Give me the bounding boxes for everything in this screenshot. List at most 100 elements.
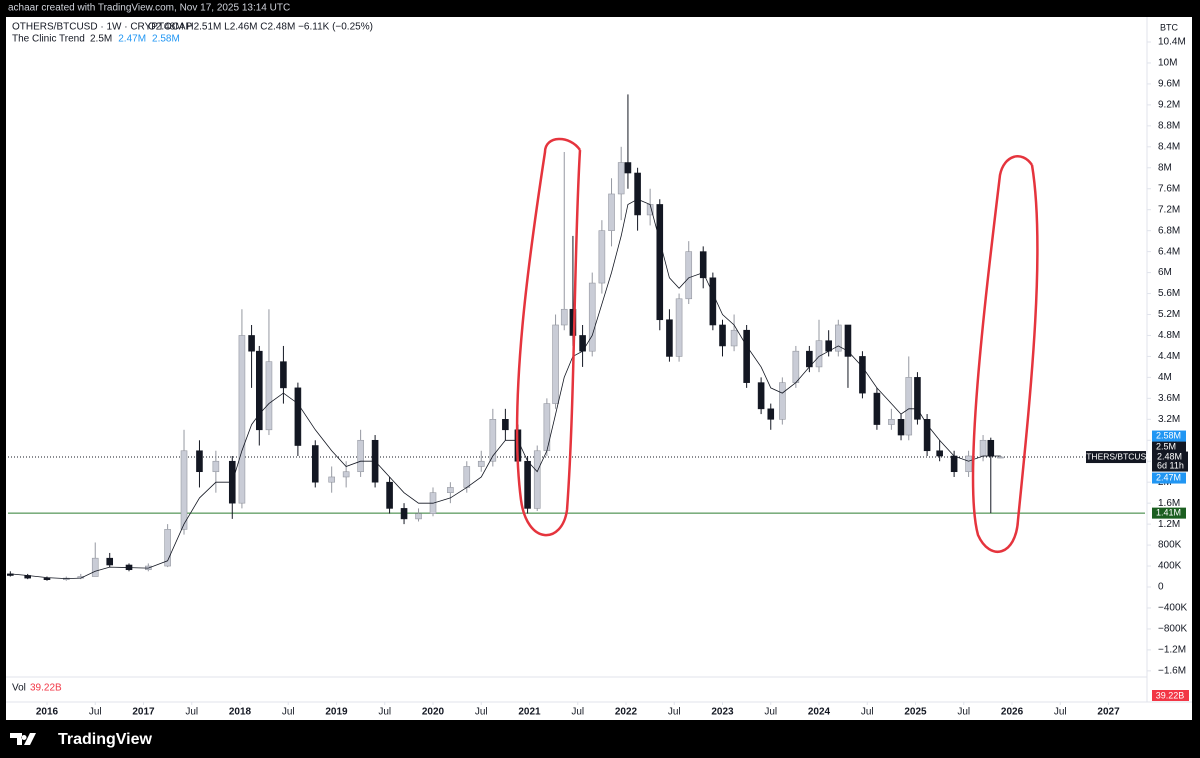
x-tick-label: 2026 (1001, 707, 1024, 718)
x-tick-label: Jul (668, 707, 681, 718)
candle-body (730, 329, 738, 347)
candle-body (328, 476, 335, 483)
legend-entry: The Clinic Trend (12, 34, 85, 45)
y-tick-label: 8.8M (1158, 120, 1180, 131)
x-tick-label: 2016 (36, 707, 59, 718)
candle-body (997, 456, 1004, 459)
candle-body (43, 577, 51, 580)
candle-body (164, 529, 171, 567)
y-tick-label: 6.8M (1158, 225, 1180, 236)
candle-body (180, 450, 188, 530)
y-tick-label: 8M (1158, 162, 1172, 173)
annotation-circle (515, 137, 582, 537)
hline-tag-text: 1.41M (1156, 507, 1181, 517)
candle-body (624, 162, 632, 174)
brand: TradingView (58, 731, 153, 748)
x-tick-label: Jul (764, 707, 777, 718)
y-tick-label: 1.6M (1158, 498, 1180, 509)
y-tick-label: 8.4M (1158, 141, 1180, 152)
last-price-text: 2.48M (1157, 451, 1182, 461)
chart-background (6, 17, 1192, 720)
y-tick-label: 9.6M (1158, 79, 1180, 90)
y-tick-label: 400K (1158, 561, 1182, 572)
candle-body (588, 282, 596, 352)
x-tick-label: 2019 (325, 707, 348, 718)
candle-body (196, 450, 203, 473)
y-tick-label: 3.6M (1158, 393, 1180, 404)
price-tag-text: 2.5M (1156, 441, 1176, 451)
price-tag (1152, 430, 1186, 442)
volume-tag-text: 39.22B (1156, 690, 1185, 700)
candle-body (743, 329, 750, 383)
scale-unit: BTC (1160, 22, 1179, 32)
candle-body (560, 308, 568, 326)
y-tick-label: 3.2M (1158, 414, 1180, 425)
candle-body (489, 419, 497, 462)
volume-value: 39.22B (30, 683, 62, 694)
price-tag (1152, 472, 1186, 484)
candle-body (400, 508, 408, 520)
y-tick-label: 800K (1158, 540, 1182, 551)
y-tick-label: 4.8M (1158, 330, 1180, 341)
x-tick-label: Jul (861, 707, 874, 718)
y-tick-label: −400K (1158, 603, 1188, 614)
candle-body (608, 193, 615, 231)
x-tick-label: Jul (571, 707, 584, 718)
legend-value: 2.5M (90, 34, 112, 45)
candle-body (757, 382, 765, 410)
y-tick-label: −1.6M (1158, 666, 1186, 677)
candle-body (987, 439, 995, 457)
candle-body (792, 350, 800, 383)
candle-body (936, 450, 943, 457)
y-tick-label: 9.2M (1158, 100, 1180, 111)
y-tick-label: −1.2M (1158, 645, 1186, 656)
x-tick-label: Jul (475, 707, 488, 718)
y-tick-label: 5.6M (1158, 288, 1180, 299)
x-tick-label: Jul (282, 707, 295, 718)
candle-body (311, 445, 319, 483)
brand-logo (10, 733, 36, 745)
candle-body (533, 450, 541, 509)
x-tick-label: 2021 (518, 707, 541, 718)
candle-body (617, 162, 625, 195)
x-tick-label: Jul (89, 707, 102, 718)
candle-body (463, 466, 471, 488)
y-tick-label: 4M (1158, 372, 1172, 383)
y-tick-label: 7.2M (1158, 204, 1180, 215)
candle-body (979, 439, 987, 457)
candle-body (238, 335, 246, 504)
candle-body (265, 361, 273, 431)
price-tag-text: 2.47M (1156, 472, 1181, 482)
candle-body (477, 460, 485, 467)
plot (7, 94, 1145, 581)
y-tick-label: −800K (1158, 624, 1188, 635)
candle-body (905, 377, 913, 436)
candle-body (950, 455, 958, 473)
y-tick-label: 7.6M (1158, 183, 1180, 194)
y-tick-label: 10.4M (1158, 37, 1186, 48)
legend-value: 2.58M (152, 34, 180, 45)
volume-tag (1152, 690, 1189, 701)
candle-body (709, 277, 717, 326)
candle-body (815, 340, 823, 368)
x-tick-label: Jul (1054, 707, 1067, 718)
ohlc: O2.48M H2.51M L2.46M C2.48M −6.11K (−0.2… (148, 22, 373, 33)
y-tick-label: 5.2M (1158, 309, 1180, 320)
candle-body (447, 487, 454, 493)
candle-body (634, 172, 641, 216)
candle-body (552, 324, 559, 404)
symbol-tag-text: OTHERS/BTCUSD (1080, 451, 1153, 461)
legend-value: 2.47M (118, 34, 146, 45)
candle-body (888, 419, 895, 425)
price-tag (1152, 441, 1186, 453)
y-tick-label: 0 (1158, 582, 1164, 593)
candle-body (524, 460, 531, 509)
candle-body (767, 408, 775, 420)
trend-line (10, 198, 1001, 580)
x-tick-label: 2017 (132, 707, 155, 718)
candle-body (280, 361, 287, 389)
x-tick-label: Jul (378, 707, 391, 718)
candle-body (294, 387, 302, 446)
